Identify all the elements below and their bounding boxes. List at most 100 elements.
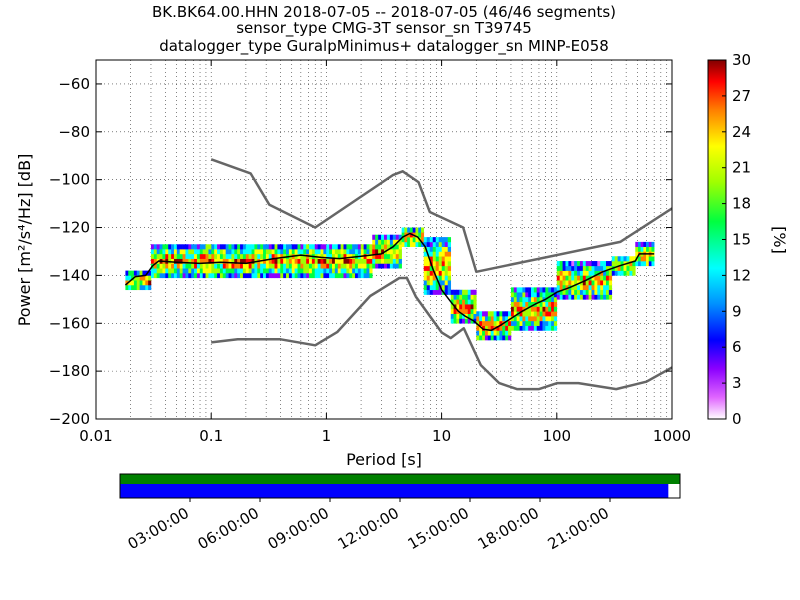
- heat-cell: [476, 311, 480, 317]
- series-line-nlnm: [211, 276, 672, 391]
- heat-cell: [228, 258, 232, 264]
- heat-cell: [568, 280, 572, 286]
- heat-cell: [171, 253, 175, 259]
- heat-cell: [605, 275, 610, 281]
- heat-cell: [286, 244, 290, 250]
- heat-cell: [467, 299, 471, 305]
- heat-cell: [559, 261, 563, 267]
- heat-cell: [531, 325, 535, 331]
- heat-cell: [343, 244, 347, 250]
- heat-cell: [179, 244, 183, 250]
- heat-cell: [531, 301, 535, 307]
- heat-cell: [306, 249, 310, 255]
- timeline-ticks: 03:00:00 06:00:00 09:00:00 12:00:00 15:00:00…: [125, 498, 612, 553]
- heat-cell: [360, 249, 364, 255]
- heat-cell: [179, 268, 183, 274]
- heat-cell: [242, 258, 247, 264]
- heat-cell: [447, 275, 452, 281]
- heat-cell: [484, 316, 489, 322]
- heat-cell: [386, 234, 391, 240]
- heat-cell: [395, 253, 400, 259]
- heat-cell: [288, 258, 293, 264]
- heat-cell: [605, 294, 610, 300]
- heat-cell: [429, 289, 434, 295]
- heat-cell: [228, 273, 232, 279]
- heat-cell: [591, 270, 595, 276]
- heat-cell: [646, 256, 650, 262]
- heat-cell: [179, 258, 183, 264]
- heat-cell: [423, 265, 428, 271]
- heat-cell: [409, 237, 414, 243]
- heat-cell: [444, 256, 449, 262]
- heat-cell: [231, 249, 235, 255]
- heat-cell: [136, 284, 140, 291]
- heat-cell: [467, 294, 471, 300]
- heat-cell: [228, 244, 232, 250]
- heat-cell: [148, 280, 152, 286]
- heat-cell: [375, 258, 379, 264]
- heat-cell: [441, 241, 446, 247]
- heat-cell: [211, 249, 215, 255]
- heat-cell: [510, 292, 515, 298]
- heat-cell: [300, 244, 304, 250]
- heat-cell: [611, 256, 616, 262]
- heat-cell: [263, 263, 267, 269]
- heat-cell: [168, 273, 172, 279]
- heat-cell: [153, 263, 158, 269]
- heat-cell: [568, 294, 572, 300]
- x-tick-label: 1000: [653, 427, 691, 445]
- y-axis-ticks: −60 −80 −100 −120 −140 −160 −180 −200: [49, 75, 672, 428]
- heat-cell: [453, 299, 457, 305]
- heat-cell: [456, 304, 460, 310]
- heat-cell: [369, 258, 373, 264]
- heat-cell: [426, 237, 431, 243]
- heat-cell: [288, 273, 293, 279]
- heat-cell: [191, 258, 195, 264]
- heat-cell: [357, 268, 362, 274]
- heat-cell: [499, 330, 503, 336]
- heat-cell: [196, 258, 201, 264]
- heat-cell: [384, 263, 388, 269]
- heat-cell: [211, 244, 215, 250]
- heat-cell: [395, 249, 400, 255]
- heat-cell: [237, 273, 241, 279]
- heat-cell: [510, 296, 515, 303]
- heat-cell: [591, 280, 595, 286]
- heat-cell: [553, 287, 558, 293]
- heat-cell: [626, 265, 630, 271]
- heat-cell: [510, 306, 515, 312]
- heat-cell: [334, 244, 339, 250]
- heat-cell: [349, 244, 353, 250]
- heat-cell: [473, 308, 477, 314]
- heat-cell: [600, 261, 604, 267]
- heat-cell: [280, 273, 284, 279]
- heat-cell: [320, 244, 324, 250]
- heat-cell: [473, 313, 477, 319]
- heat-cell: [574, 284, 578, 291]
- heat-cell: [444, 246, 449, 252]
- heat-cell: [142, 275, 146, 281]
- heat-cell: [545, 311, 549, 317]
- heat-cell: [291, 258, 295, 264]
- heat-cell: [234, 249, 238, 255]
- heat-cell: [326, 249, 330, 255]
- heat-cell: [600, 270, 604, 276]
- heat-cell: [153, 268, 158, 274]
- heat-cell: [432, 261, 437, 267]
- heat-cell: [260, 268, 264, 274]
- heat-cell: [623, 265, 627, 271]
- heat-cell: [194, 263, 198, 269]
- heat-cell: [314, 244, 318, 250]
- heat-cell: [441, 246, 446, 252]
- heat-cell: [435, 280, 440, 286]
- heat-cell: [274, 258, 278, 264]
- heat-cell: [268, 249, 272, 255]
- heat-cell: [156, 268, 160, 274]
- heat-cell: [401, 241, 405, 247]
- heat-cell: [355, 249, 359, 255]
- heat-cell: [254, 268, 258, 274]
- heat-cell: [423, 284, 428, 291]
- heat-cell: [372, 263, 376, 269]
- heat-cell: [559, 294, 563, 300]
- heat-cell: [513, 301, 517, 307]
